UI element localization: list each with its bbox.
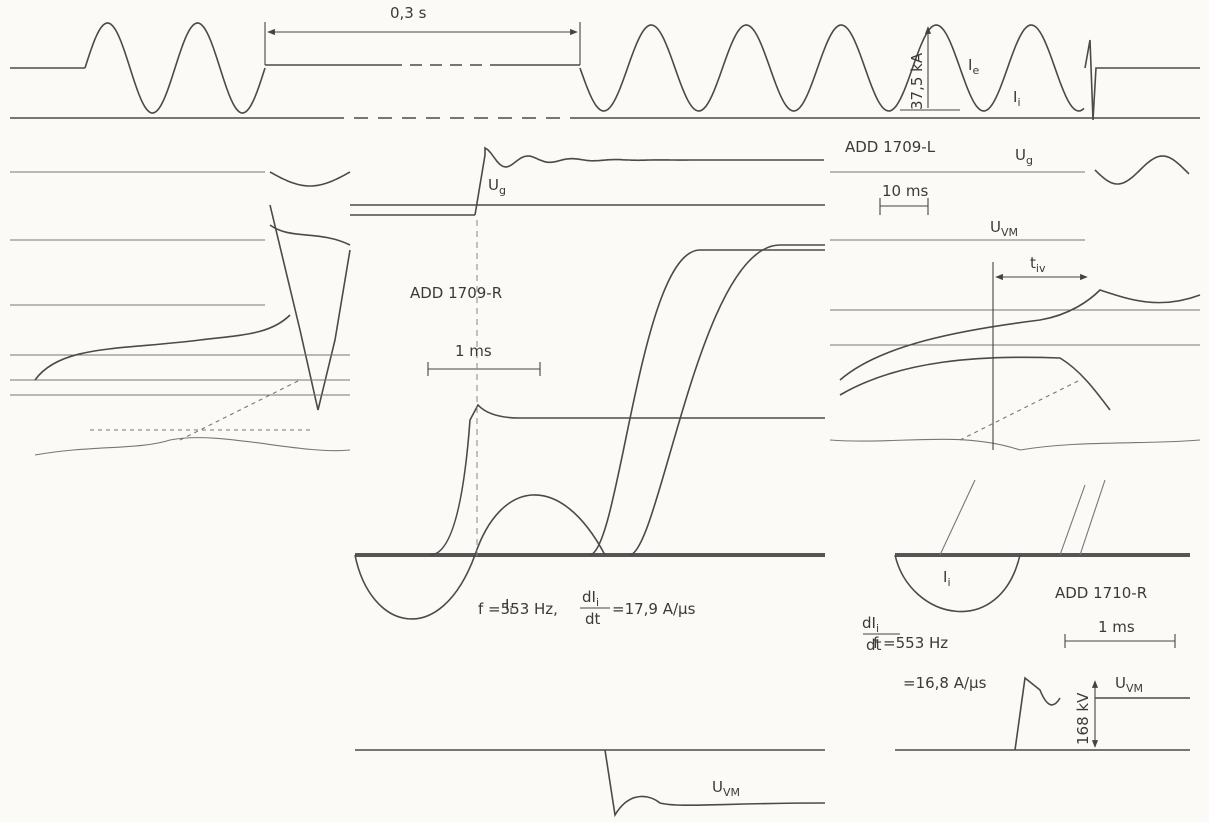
trace <box>895 555 1020 611</box>
interval-label: 0,3 s <box>390 4 427 22</box>
scale-bar <box>1065 634 1175 648</box>
traces <box>10 23 1200 815</box>
panel-id: ADD 1710-R <box>1055 584 1147 602</box>
frequency-label: f =553 Hz, <box>478 600 558 618</box>
uvm-label: UVM <box>1115 674 1143 695</box>
trace <box>590 250 825 555</box>
amplitude-label: 37,5 kA <box>908 52 926 110</box>
trace <box>180 380 300 440</box>
derivative-value: =16,8 A/µs <box>903 674 987 692</box>
trace <box>580 25 1084 111</box>
uvm-label: UVM <box>990 218 1018 239</box>
trace <box>1095 156 1189 184</box>
scale-bar <box>880 198 928 215</box>
ug-label: Ug <box>488 176 506 197</box>
panel-id: ADD 1709-L <box>845 138 936 156</box>
uvm-label: UVM <box>712 778 740 799</box>
derivative-denominator: dt <box>866 636 882 654</box>
trace <box>940 480 1105 555</box>
trace <box>1085 40 1200 120</box>
trace <box>830 439 1200 450</box>
frequency-label: f =553 Hz <box>873 634 948 652</box>
trace <box>270 172 350 186</box>
panel-id: ADD 1709-R <box>410 284 502 302</box>
trace <box>10 355 350 395</box>
trace <box>840 357 1110 410</box>
amplitude-label: 168 kV <box>1074 692 1092 745</box>
oscillogram-figure: 0,3 s 37,5 kA Ie Ii ADD 1709-L Ug 10 ms … <box>0 0 1209 822</box>
trace <box>85 23 265 113</box>
ie-label: Ie <box>968 56 979 77</box>
trace <box>1015 678 1060 750</box>
trace <box>830 310 1200 345</box>
scale-label: 1 ms <box>455 342 492 360</box>
derivative-denominator: dt <box>585 610 601 628</box>
trace <box>35 438 350 455</box>
scale-label: 10 ms <box>882 182 928 200</box>
trace <box>960 380 1080 440</box>
scale-label: 1 ms <box>1098 618 1135 636</box>
ii-label: Ii <box>1013 88 1021 109</box>
trace <box>840 290 1200 380</box>
scale-bar <box>428 362 540 376</box>
ug-label: Ug <box>1015 146 1033 167</box>
tiv-label: tiv <box>1030 254 1046 275</box>
trace <box>270 225 350 245</box>
trace <box>630 245 825 555</box>
trace <box>35 315 290 380</box>
derivative-numerator: dIi <box>862 614 879 635</box>
ii-label: Ii <box>943 568 951 589</box>
derivative-value: =17,9 A/µs <box>612 600 696 618</box>
derivative-numerator: dIi <box>582 588 599 609</box>
